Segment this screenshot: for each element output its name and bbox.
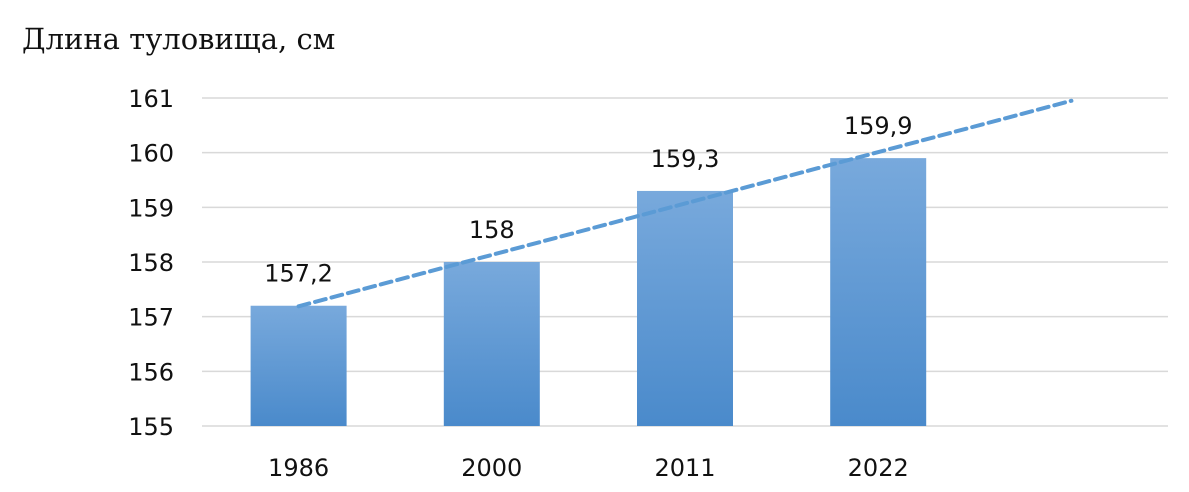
y-axis-label: Длина туловища, см (22, 22, 335, 56)
y-tick-label-155: 155 (128, 413, 174, 441)
x-axis-ticks: 1986 2000 2011 2022 (268, 454, 909, 482)
y-axis-ticks: 155 156 157 158 159 160 161 (128, 85, 174, 441)
x-tick-label-2000: 2000 (461, 454, 522, 482)
trendline (296, 98, 1074, 309)
bar-2000 (443, 262, 540, 426)
bar-2011 (637, 190, 733, 426)
y-tick-label-158: 158 (128, 249, 174, 277)
x-tick-label-1986: 1986 (268, 454, 329, 482)
y-tick-label-156: 156 (128, 358, 174, 386)
bar-1986 (250, 305, 347, 426)
x-tick-label-2011: 2011 (654, 454, 715, 482)
data-label-2011: 159,3 (651, 145, 720, 173)
y-tick-label-160: 160 (128, 140, 174, 168)
data-labels: 157,2 158 159,3 159,9 (264, 112, 912, 288)
bars (250, 158, 927, 426)
data-label-1986: 157,2 (264, 260, 333, 288)
y-tick-label-159: 159 (128, 194, 174, 222)
y-tick-label-157: 157 (128, 304, 174, 332)
x-tick-label-2022: 2022 (848, 454, 909, 482)
data-label-2000: 158 (469, 216, 515, 244)
data-label-2022: 159,9 (844, 112, 913, 140)
y-tick-label-161: 161 (128, 85, 174, 113)
trendline-group (296, 98, 1074, 309)
bar-2022 (830, 158, 927, 426)
